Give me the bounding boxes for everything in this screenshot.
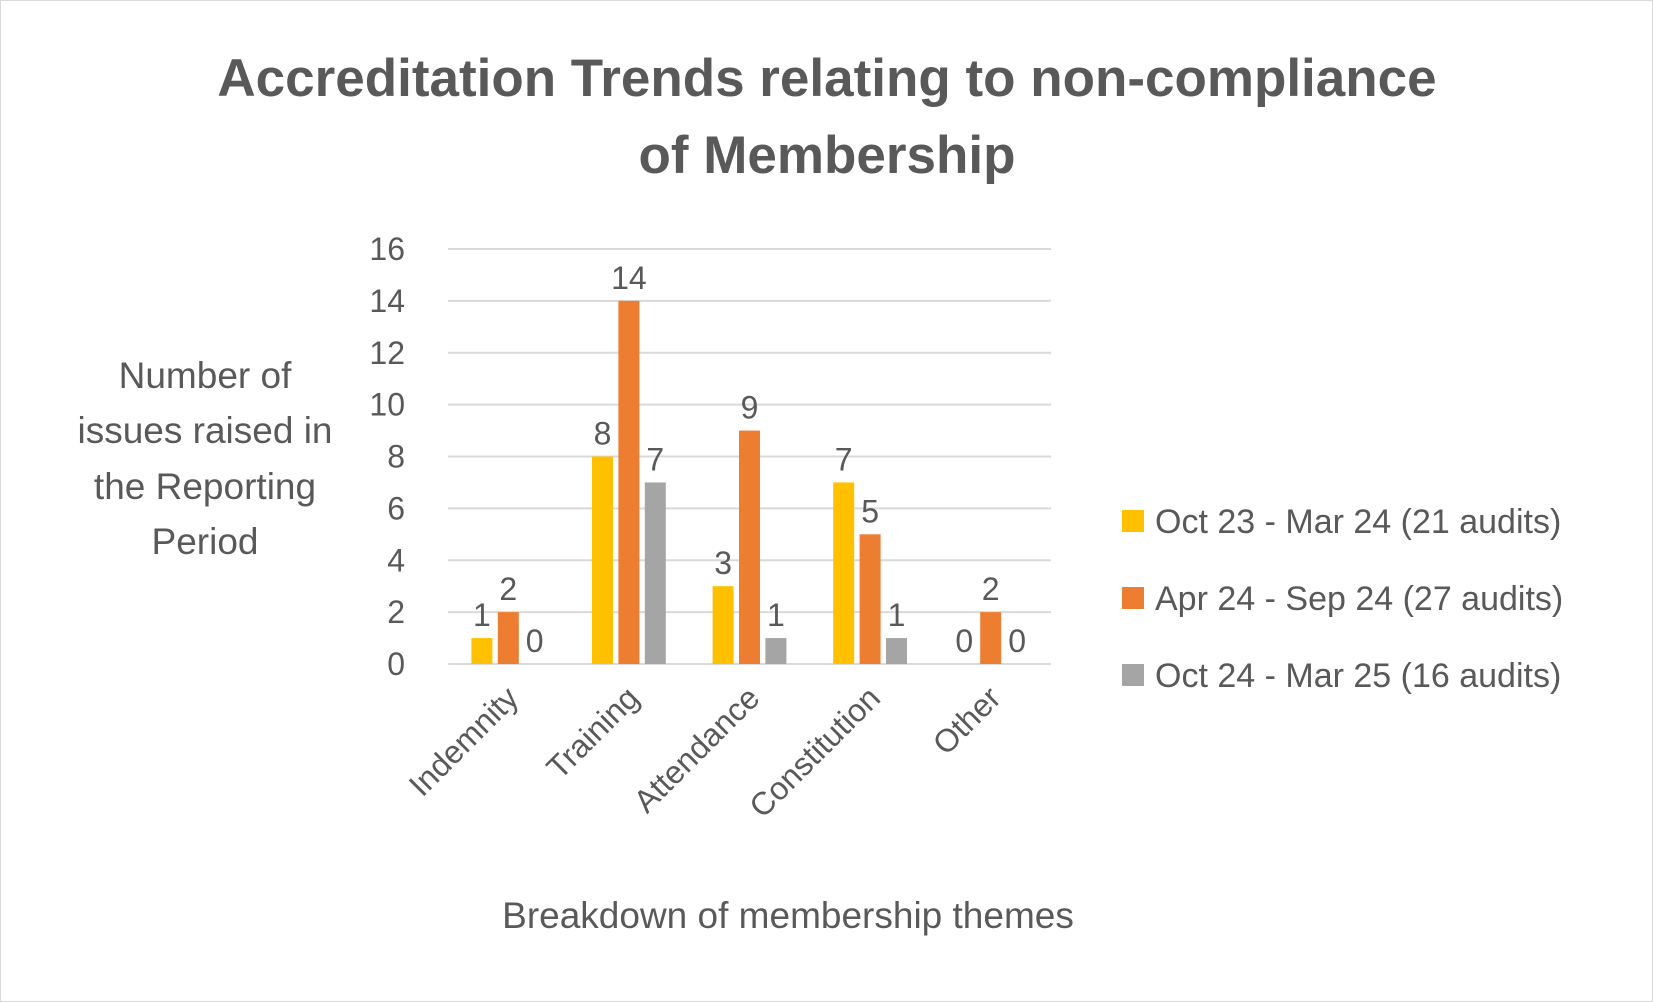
- y-axis-title-line: Period: [152, 521, 259, 562]
- legend: Oct 23 - Mar 24 (21 audits) Apr 24 - Sep …: [1122, 503, 1563, 695]
- y-axis-title-line: Number of: [119, 355, 292, 396]
- legend-label: Oct 24 - Mar 25 (16 audits): [1155, 657, 1561, 695]
- y-tick-label: 0: [387, 646, 405, 682]
- bar: [765, 638, 787, 664]
- legend-swatch: [1122, 510, 1144, 532]
- gridlines: [448, 248, 1051, 665]
- bar: [592, 456, 613, 664]
- data-label: 0: [526, 623, 544, 659]
- data-label: 3: [714, 545, 732, 581]
- data-label: 8: [594, 416, 612, 452]
- data-label: 2: [499, 571, 517, 607]
- y-axis-title-line: issues raised in: [77, 410, 332, 451]
- y-tick-label: 12: [369, 335, 405, 371]
- y-tick-label: 2: [387, 594, 405, 630]
- data-label: 14: [611, 260, 647, 296]
- data-label: 0: [955, 623, 973, 659]
- y-tick-label: 6: [387, 490, 405, 526]
- y-tick-label: 16: [369, 231, 405, 267]
- data-label: 5: [861, 493, 879, 529]
- y-axis-title-line: the Reporting: [94, 466, 316, 507]
- data-label: 9: [741, 390, 759, 426]
- bar: [980, 612, 1002, 664]
- chart-title-line-1: Accreditation Trends relating to non-com…: [217, 49, 1436, 108]
- legend-label: Oct 23 - Mar 24 (21 audits): [1155, 503, 1561, 541]
- y-tick-label: 4: [387, 542, 405, 578]
- bar: [618, 300, 640, 664]
- legend-swatch: [1122, 664, 1144, 686]
- data-label: 0: [1008, 623, 1026, 659]
- data-label: 1: [888, 597, 906, 633]
- y-tick-label: 14: [369, 283, 405, 319]
- bar: [859, 534, 881, 664]
- data-label: 7: [835, 441, 853, 477]
- x-axis-title: Breakdown of membership themes: [502, 895, 1074, 936]
- bar: [886, 638, 907, 664]
- y-tick-label: 8: [387, 439, 405, 475]
- bar: [497, 612, 519, 664]
- y-axis-title: Number of issues raised in the Reporting…: [77, 355, 332, 562]
- y-tick-labels: 0 2 4 6 8 10 12 14 16: [369, 231, 405, 682]
- legend-label: Apr 24 - Sep 24 (27 audits): [1155, 580, 1563, 618]
- bar: [739, 430, 760, 664]
- bar: [471, 638, 493, 664]
- data-label: 1: [767, 597, 785, 633]
- data-label: 7: [646, 441, 664, 477]
- data-label: 1: [473, 597, 491, 633]
- bar: [712, 586, 734, 664]
- bars: [471, 300, 1002, 664]
- bar: [833, 482, 855, 664]
- legend-swatch: [1122, 587, 1144, 609]
- bar: [644, 482, 666, 664]
- chart-title-line-2: of Membership: [639, 126, 1016, 185]
- data-label: 2: [982, 571, 1000, 607]
- y-tick-label: 10: [369, 387, 405, 423]
